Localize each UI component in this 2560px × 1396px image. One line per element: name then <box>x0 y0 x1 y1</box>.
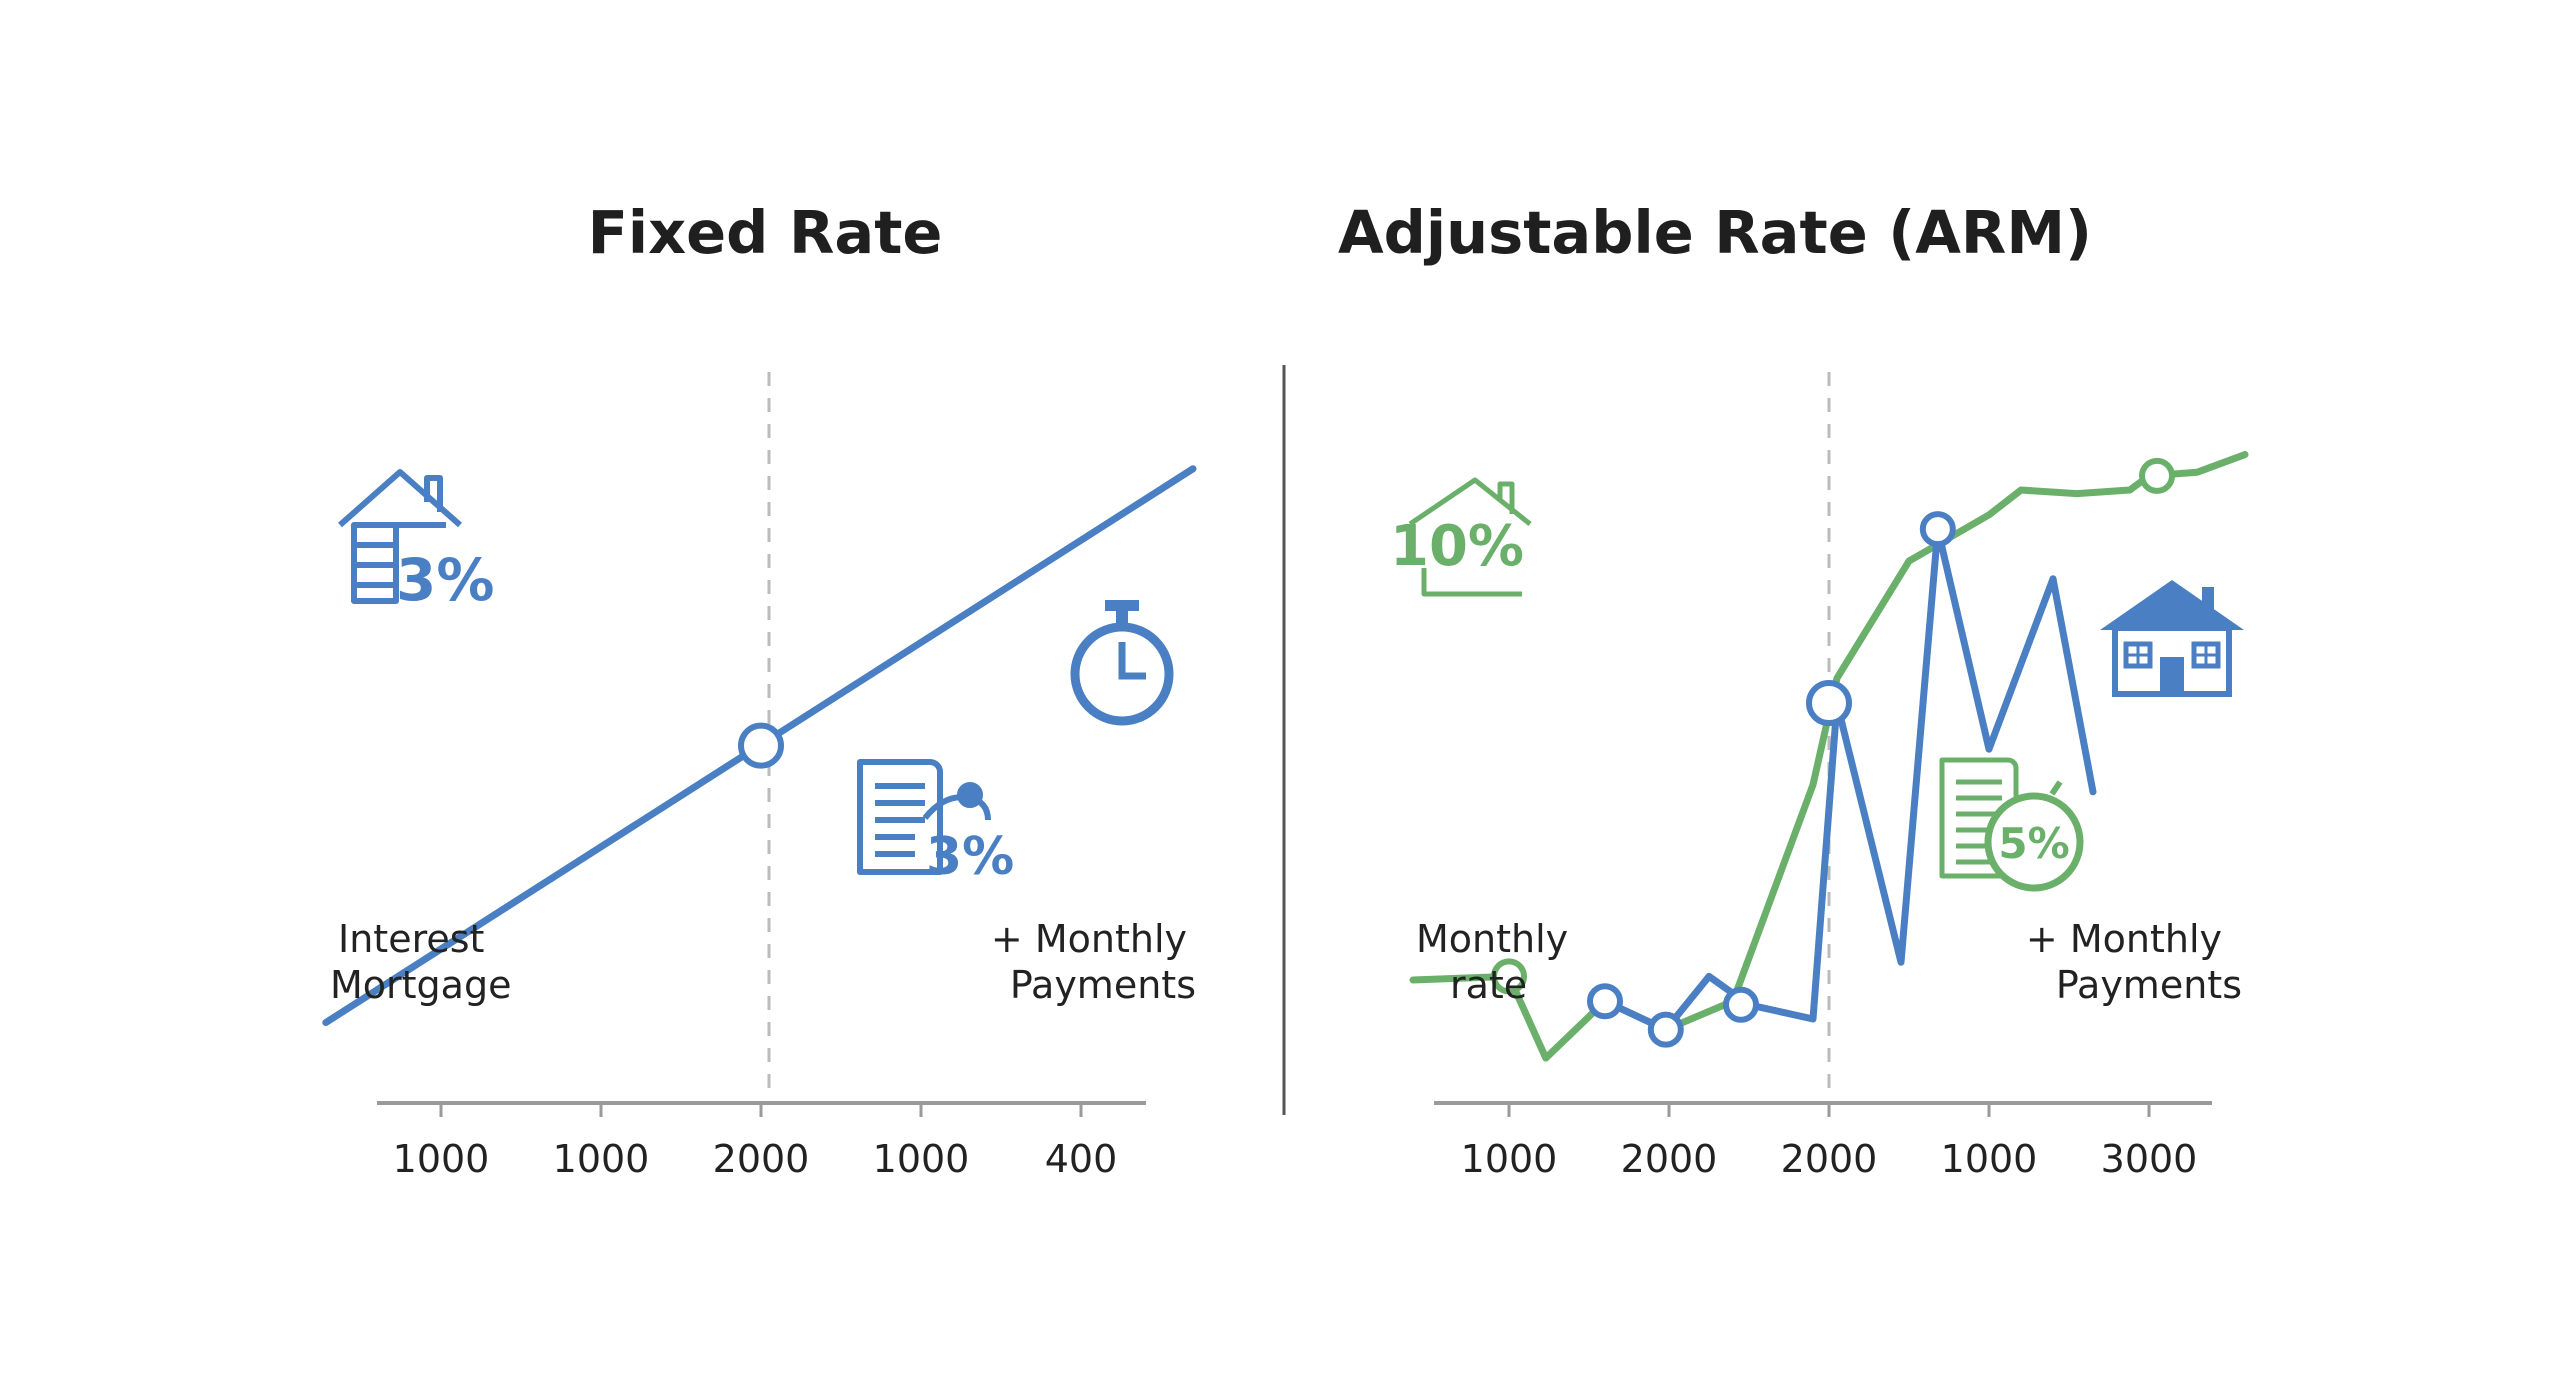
document-clock-icon <box>1939 757 2084 892</box>
arm-x-ticks: 1000 2000 2000 1000 3000 <box>1461 1103 2198 1181</box>
arm-data-point <box>1723 986 1759 1023</box>
arm-left-label-line2: rate <box>1450 963 1527 1007</box>
arm-tick-label: 3000 <box>2101 1137 2198 1181</box>
arm-data-point <box>1919 511 1956 548</box>
fixed-rate-title: Fixed Rate <box>588 198 943 267</box>
house-solid-icon <box>2100 580 2244 697</box>
stopwatch-icon <box>1070 600 1174 726</box>
arm-tick-label: 1000 <box>1941 1137 2038 1181</box>
fixed-rate-panel: Fixed Rate 1000 1000 2000 1000 400 3% <box>322 198 1197 1181</box>
arm-left-label-line1: Monthly <box>1416 917 1568 961</box>
fixed-right-label-line2: Payments <box>1010 963 1196 1007</box>
fixed-left-label-line2: Mortgage <box>330 963 511 1007</box>
arm-data-point <box>1587 983 1623 1020</box>
arm-right-label-line2: Payments <box>2056 963 2242 1007</box>
arm-tick-label: 2000 <box>1621 1137 1718 1181</box>
fixed-series-group <box>322 465 1197 1027</box>
arm-data-point <box>1491 958 1527 995</box>
arm-series-group <box>1409 451 2249 1062</box>
arm-data-point <box>1806 680 1852 727</box>
fixed-document-percent: 3% <box>926 827 1014 887</box>
arm-panel: Adjustable Rate (ARM) 1000 2000 2000 1000 30… <box>1338 198 2249 1181</box>
arm-series-line-1 <box>1601 525 2097 1034</box>
arm-data-point <box>2139 457 2175 494</box>
fixed-tick-label: 2000 <box>713 1137 810 1181</box>
fixed-tick-label: 400 <box>1045 1137 1118 1181</box>
house-outline-icon <box>1408 477 1532 597</box>
arm-title: Adjustable Rate (ARM) <box>1338 198 2092 267</box>
document-stamp-icon <box>857 759 991 875</box>
fixed-tick-label: 1000 <box>873 1137 970 1181</box>
fixed-right-label-line1: + Monthly <box>991 917 1187 961</box>
fixed-house-percent: 3% <box>396 546 494 614</box>
arm-data-point <box>1647 1011 1684 1048</box>
fixed-tick-label: 1000 <box>553 1137 650 1181</box>
fixed-data-point <box>738 722 784 769</box>
house-document-icon <box>338 469 462 604</box>
arm-clock-percent: 5% <box>1998 819 2069 868</box>
fixed-x-ticks: 1000 1000 2000 1000 400 <box>393 1103 1118 1181</box>
fixed-left-label-line1: Interest <box>338 917 484 961</box>
fixed-tick-label: 1000 <box>393 1137 490 1181</box>
arm-series-line-0 <box>1409 451 2249 1062</box>
arm-house-percent: 10% <box>1390 514 1524 579</box>
arm-tick-label: 1000 <box>1461 1137 1558 1181</box>
arm-tick-label: 2000 <box>1781 1137 1878 1181</box>
arm-right-label-line1: + Monthly <box>2026 917 2222 961</box>
